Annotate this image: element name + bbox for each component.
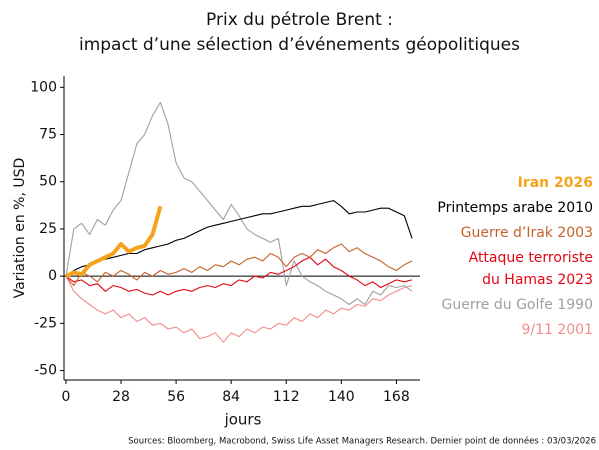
y-tick-label: 25 [39, 221, 57, 237]
series-line [65, 256, 413, 296]
y-tick-label: 75 [39, 127, 57, 143]
chart-title: Prix du pétrole Brent : impact d’une sél… [78, 10, 520, 55]
y-tick-label: -25 [34, 315, 57, 331]
x-tick-label: 56 [167, 389, 185, 405]
source-note: Sources: Bloomberg, Macrobond, Swiss Lif… [128, 436, 596, 447]
y-tick-label: -50 [34, 363, 57, 379]
x-tick-label: 168 [383, 389, 410, 405]
series-line [65, 101, 413, 306]
x-tick-label: 140 [328, 389, 355, 405]
y-tick-label: 0 [48, 268, 57, 284]
series-line [65, 205, 163, 278]
legend-entry: Iran 2026 [517, 175, 593, 191]
y-tick-label: 100 [30, 79, 57, 95]
x-axis-label: jours [224, 411, 262, 429]
legend-entry: Printemps arabe 2010 [437, 200, 593, 216]
legend-entry: Guerre d’Irak 2003 [460, 225, 593, 241]
series-line [65, 275, 413, 343]
x-tick-label: 112 [273, 389, 300, 405]
y-axis-label: Variation en %, USD [12, 158, 28, 299]
legend-entry: Attaque terroriste du Hamas 2023 [468, 250, 593, 288]
x-tick-label: 28 [112, 389, 130, 405]
series-line [65, 200, 413, 277]
legend: Iran 2026 Printemps arabe 2010 Guerre d’Ir… [403, 172, 593, 344]
x-tick-label: 84 [222, 389, 240, 405]
y-tick-label: 50 [39, 174, 57, 190]
series-line [65, 243, 413, 287]
legend-entry: Guerre du Golfe 1990 [441, 297, 594, 313]
legend-entry: 9/11 2001 [521, 322, 593, 338]
x-tick-label: 0 [62, 389, 71, 405]
